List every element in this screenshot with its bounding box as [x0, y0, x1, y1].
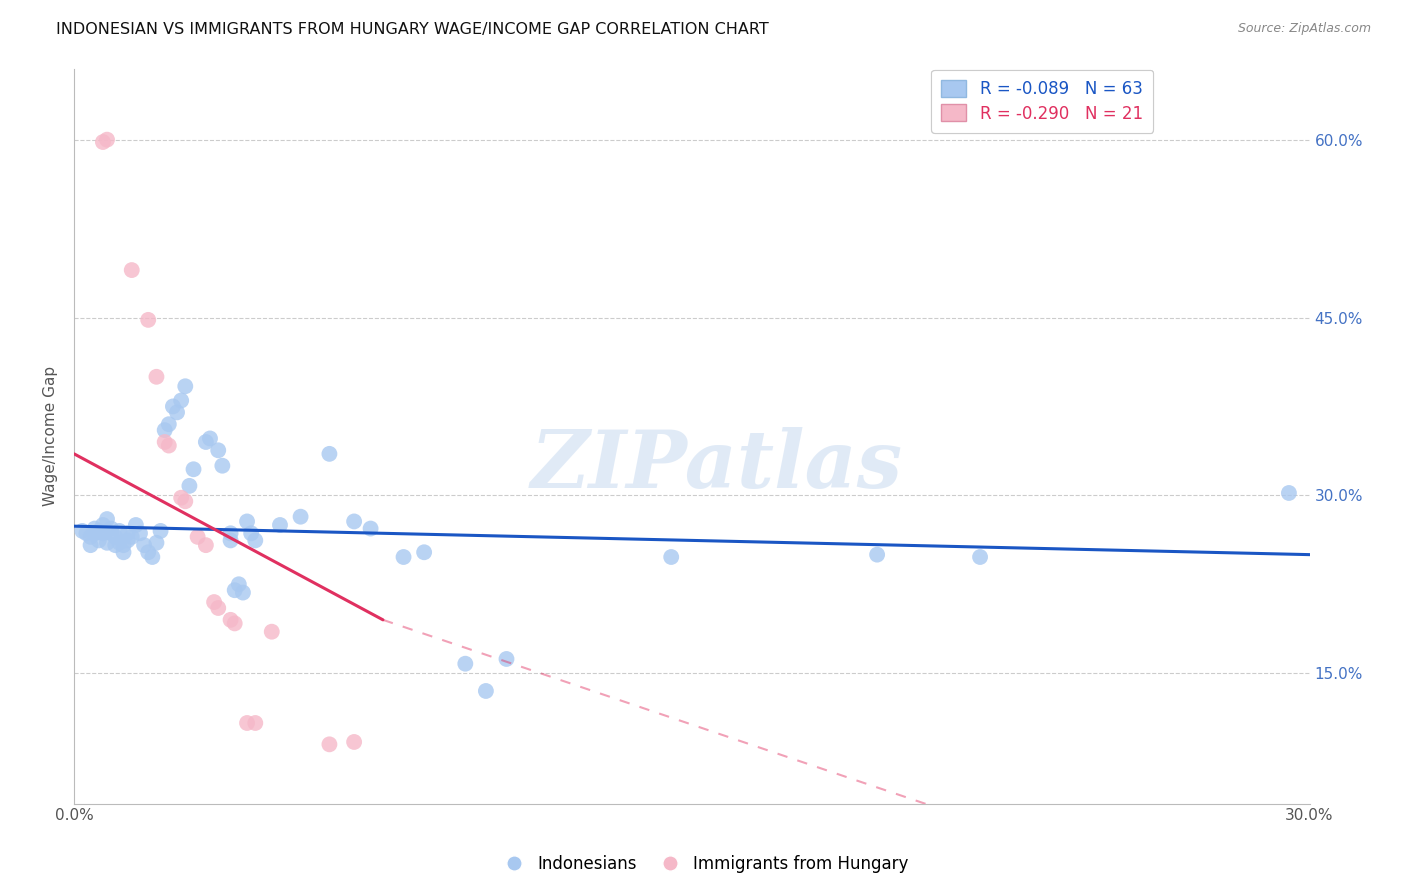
Point: [153, 435, 176, 450]
Point: [343, 735, 366, 749]
Point: [360, 522, 382, 536]
Point: [170, 393, 193, 408]
Point: [141, 549, 163, 564]
Point: [121, 530, 143, 544]
Point: [104, 538, 127, 552]
Point: [91, 135, 114, 149]
Legend: Indonesians, Immigrants from Hungary: Indonesians, Immigrants from Hungary: [491, 848, 915, 880]
Point: [219, 533, 242, 548]
Point: [87, 533, 110, 548]
Point: [108, 524, 131, 538]
Point: [260, 624, 283, 639]
Point: [183, 462, 205, 476]
Point: [166, 405, 188, 419]
Point: [224, 583, 246, 598]
Point: [495, 652, 517, 666]
Point: [969, 549, 991, 564]
Point: [207, 443, 229, 458]
Point: [454, 657, 477, 671]
Point: [659, 549, 682, 564]
Point: [187, 530, 209, 544]
Point: [198, 432, 221, 446]
Point: [149, 524, 172, 538]
Point: [91, 526, 114, 541]
Point: [318, 447, 340, 461]
Point: [132, 538, 155, 552]
Point: [100, 526, 122, 541]
Point: [866, 548, 889, 562]
Point: [79, 538, 101, 552]
Point: [136, 313, 159, 327]
Point: [136, 545, 159, 559]
Point: [112, 545, 135, 559]
Point: [153, 423, 176, 437]
Point: [79, 530, 101, 544]
Point: [224, 616, 246, 631]
Point: [413, 545, 436, 559]
Point: [170, 491, 193, 505]
Point: [83, 522, 105, 536]
Point: [157, 417, 180, 432]
Point: [236, 716, 259, 731]
Y-axis label: Wage/Income Gap: Wage/Income Gap: [44, 366, 58, 506]
Point: [269, 518, 291, 533]
Point: [240, 526, 263, 541]
Point: [96, 133, 118, 147]
Point: [100, 522, 122, 536]
Point: [232, 585, 254, 599]
Point: [125, 518, 148, 533]
Point: [194, 435, 217, 450]
Legend: R = -0.089   N = 63, R = -0.290   N = 21: R = -0.089 N = 63, R = -0.290 N = 21: [932, 70, 1153, 133]
Point: [145, 369, 167, 384]
Point: [72, 524, 94, 538]
Point: [75, 526, 97, 541]
Point: [179, 479, 201, 493]
Point: [236, 515, 259, 529]
Point: [104, 530, 127, 544]
Point: [96, 512, 118, 526]
Point: [194, 538, 217, 552]
Point: [96, 535, 118, 549]
Point: [112, 538, 135, 552]
Point: [207, 601, 229, 615]
Point: [1278, 486, 1301, 500]
Point: [162, 400, 184, 414]
Point: [174, 379, 197, 393]
Point: [202, 595, 225, 609]
Point: [211, 458, 233, 473]
Point: [290, 509, 312, 524]
Point: [91, 518, 114, 533]
Point: [117, 526, 139, 541]
Point: [108, 535, 131, 549]
Point: [157, 439, 180, 453]
Point: [174, 494, 197, 508]
Point: [129, 526, 152, 541]
Point: [219, 526, 242, 541]
Point: [343, 515, 366, 529]
Text: ZIPatlas: ZIPatlas: [530, 426, 903, 504]
Point: [392, 549, 415, 564]
Point: [475, 684, 498, 698]
Point: [228, 577, 250, 591]
Point: [245, 533, 267, 548]
Text: Source: ZipAtlas.com: Source: ZipAtlas.com: [1237, 22, 1371, 36]
Point: [87, 524, 110, 538]
Point: [121, 263, 143, 277]
Point: [145, 535, 167, 549]
Point: [219, 613, 242, 627]
Point: [245, 716, 267, 731]
Point: [318, 737, 340, 751]
Point: [117, 533, 139, 548]
Text: INDONESIAN VS IMMIGRANTS FROM HUNGARY WAGE/INCOME GAP CORRELATION CHART: INDONESIAN VS IMMIGRANTS FROM HUNGARY WA…: [56, 22, 769, 37]
Point: [83, 526, 105, 541]
